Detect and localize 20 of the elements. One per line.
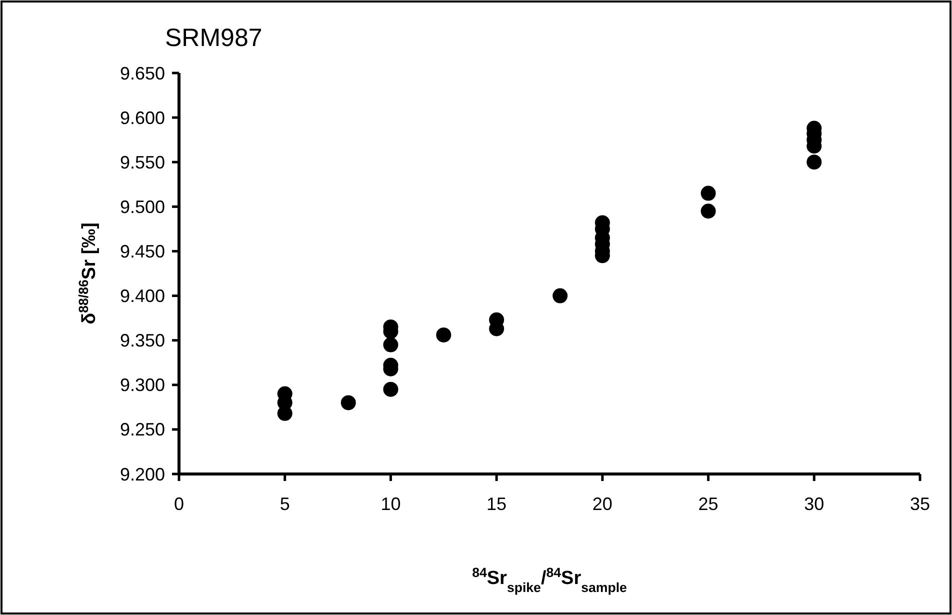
- y-tick-label: 9.250: [120, 420, 165, 440]
- y-tick-label: 9.550: [120, 152, 165, 172]
- y-tick-label: 9.650: [120, 63, 165, 84]
- y-tick-label: 9.600: [120, 108, 165, 128]
- x-tick-label: 25: [698, 494, 718, 514]
- x-tick-label: 10: [380, 494, 401, 514]
- x-tick-label: 35: [910, 494, 930, 514]
- y-tick-label: 9.400: [120, 286, 165, 306]
- y-tick-label: 9.350: [120, 330, 165, 351]
- x-tick-label: 30: [804, 494, 824, 514]
- x-tick-label: 15: [486, 494, 507, 514]
- x-tick-label: 5: [280, 494, 290, 514]
- y-tick-label: 9.300: [120, 375, 165, 396]
- y-tick-label: 9.450: [120, 242, 165, 262]
- y-tick-label: 9.500: [120, 196, 165, 217]
- x-tick-label: 0: [174, 494, 184, 514]
- x-tick-label: 20: [592, 494, 612, 514]
- chart-title: SRM987: [165, 24, 262, 52]
- y-tick-label: 9.200: [120, 464, 165, 484]
- x-axis-title: $^{84}$Sr$_{spike}$/$^{84}$Sr$_{sample}$: [472, 564, 627, 594]
